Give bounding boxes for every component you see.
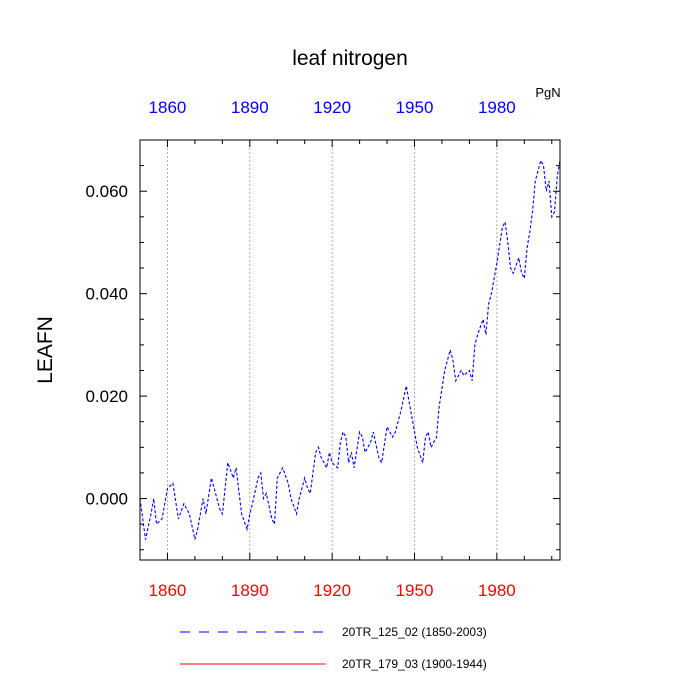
x-tick-label-top: 1950: [396, 98, 434, 117]
y-tick-label: 0.020: [85, 387, 128, 406]
legend: 20TR_125_02 (1850-2003) 20TR_179_03 (1900…: [180, 625, 487, 671]
legend-label-0: 20TR_125_02 (1850-2003): [342, 625, 487, 639]
x-tick-label-top: 1980: [478, 98, 516, 117]
plot-frame: [139, 139, 561, 561]
series-line-0: [139, 159, 561, 540]
x-tick-label-top: 1890: [231, 98, 269, 117]
x-tick-label-bottom: 1890: [231, 581, 269, 600]
y-tick-label: 0.040: [85, 285, 128, 304]
grid-lines: [167, 140, 498, 560]
chart-title: leaf nitrogen: [292, 47, 408, 70]
legend-label-1: 20TR_179_03 (1900-1944): [342, 657, 487, 671]
x-tick-label-bottom: 1980: [478, 581, 516, 600]
y-tick-label: 0.000: [85, 490, 128, 509]
units-label: PgN: [535, 85, 560, 100]
x-tick-label-top: 1920: [313, 98, 351, 117]
x-tick-label-bottom: 1920: [313, 581, 351, 600]
y-axis-label: LEAFN: [34, 316, 57, 384]
axes: 1860 1860 1890 1890 1920 1920 1950 1950 1980 1980…: [85, 98, 560, 600]
y-tick-label: 0.060: [85, 182, 128, 201]
x-tick-label-top: 1860: [149, 98, 187, 117]
x-tick-label-bottom: 1950: [396, 581, 434, 600]
series-layer: [139, 159, 561, 540]
x-tick-label-bottom: 1860: [149, 581, 187, 600]
